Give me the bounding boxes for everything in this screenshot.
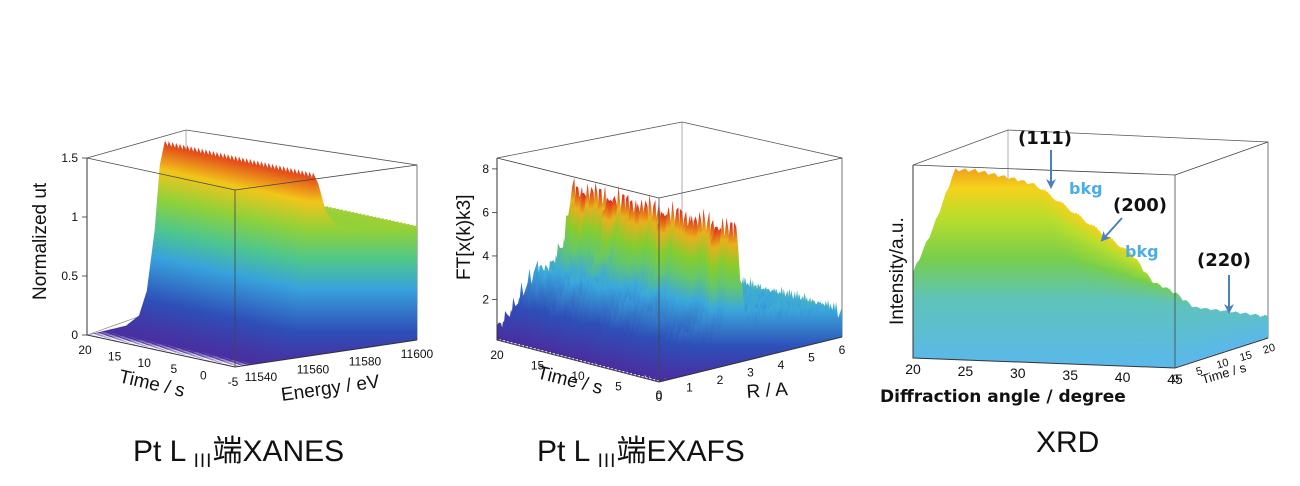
xanes-ylabel: Energy / eV	[280, 371, 382, 406]
exafs-z-tick: 8	[482, 162, 489, 176]
xanes-z-tick: 0.5	[61, 269, 78, 283]
annotation-220: (220)	[1197, 250, 1251, 271]
annotation-111: (111)	[1018, 128, 1072, 149]
exafs-z-tick: 4	[482, 249, 489, 263]
xanes-energy-tick: 11560	[297, 362, 330, 376]
xrd-zlabel: Intensity/a.u.	[887, 217, 908, 325]
exafs-r-tick: 4	[778, 358, 785, 372]
xrd-time-tick: 10	[1215, 357, 1230, 372]
xrd-box-front	[912, 165, 1269, 369]
exafs-r-tick: 6	[839, 343, 846, 357]
exafs-title: Pt L III端EXAFS	[537, 426, 745, 473]
exafs-time-tick: 15	[531, 359, 545, 373]
exafs-title-sub: III	[597, 451, 617, 472]
xanes-time-tick: 20	[78, 343, 92, 357]
xrd-time-tick: 5	[1195, 365, 1204, 378]
xrd-surface-slice	[913, 168, 1175, 368]
xanes-ticks: 0 0.5 1 1.5 20 15 10 5 0 -5 11540 11560 11580 11600	[61, 151, 433, 389]
annotation-bkg-2: bkg	[1125, 242, 1159, 261]
xanes-title-main: Pt L	[133, 435, 186, 468]
xrd-time-tick: 15	[1238, 349, 1253, 364]
exafs-time-tick: 10	[571, 369, 585, 383]
xanes-surface-slice	[235, 172, 417, 367]
exafs-z-tick: 2	[482, 292, 489, 306]
xanes-z-tick: 1	[71, 210, 78, 224]
exafs-time-tick: 0	[656, 390, 663, 404]
exafs-r-tick: 1	[686, 381, 693, 395]
xrd-box-back	[912, 129, 1269, 338]
xrd-title: XRD	[1036, 426, 1099, 460]
exafs-time-tick: 5	[615, 380, 622, 394]
xanes-energy-tick: 11580	[349, 355, 382, 369]
xrd-time-tick: 20	[1262, 342, 1277, 357]
xrd-title-main: XRD	[1036, 426, 1100, 459]
exafs-time-tick: 20	[490, 348, 504, 362]
xrd-xlabel: Diffraction angle / degree	[880, 387, 1126, 407]
xanes-z-tick: 0	[71, 328, 78, 342]
exafs-box-edge	[658, 157, 843, 199]
annotation-200: (200)	[1113, 195, 1167, 216]
xanes-time-tick: 0	[200, 369, 207, 383]
xrd-time-tick: 0	[1172, 373, 1181, 386]
xanes-time-tick: -5	[228, 375, 239, 389]
exafs-z-tick: 6	[482, 205, 489, 219]
exafs-box-front	[496, 158, 843, 383]
xanes-box-edge	[86, 157, 236, 191]
xrd-angle-tick: 35	[1062, 367, 1078, 383]
annotation-bkg-1: bkg	[1069, 179, 1103, 198]
xanes-time-tick: 10	[138, 356, 152, 370]
exafs-ylabel: R / A	[746, 379, 789, 403]
xrd-angle-tick: 40	[1115, 369, 1131, 385]
xanes-box-front	[86, 158, 418, 368]
exafs-r-tick: 5	[808, 351, 815, 365]
xrd-panel: 20 25 30 35 40 450 5 10 15 20 Intensity/a.u. Diff…	[880, 128, 1277, 407]
exafs-r-tick: 3	[747, 366, 754, 380]
exafs-title-main: Pt L	[537, 435, 590, 468]
xrd-surface	[913, 168, 1268, 368]
exafs-surface-slice	[659, 221, 842, 382]
xanes-energy-tick: 11600	[401, 347, 434, 361]
xanes-energy-tick: 11540	[245, 370, 278, 384]
xanes-z-tick: 1.5	[61, 151, 78, 165]
xrd-ticks: 20 25 30 35 40 450 5 10 15 20	[905, 342, 1277, 387]
xanes-box-edge	[234, 164, 418, 191]
exafs-r-tick: 0	[656, 388, 663, 402]
xrd-angle-tick: 30	[1010, 365, 1026, 381]
xanes-title-suffix: 端XANES	[212, 435, 345, 468]
xrd-angle-tick: 20	[905, 361, 921, 377]
exafs-box-edge	[496, 157, 660, 199]
xrd-box-edge	[912, 164, 1176, 176]
arrow-200	[1100, 217, 1123, 242]
exafs-box-back	[496, 121, 843, 337]
exafs-zlabel: FT[x(k)k3]	[454, 195, 475, 281]
xrd-box-edge	[1174, 141, 1269, 176]
xanes-title-sub: III	[193, 451, 213, 472]
exafs-surface	[497, 177, 842, 382]
xanes-surface	[87, 140, 417, 367]
exafs-title-suffix: 端EXAFS	[616, 435, 745, 468]
exafs-xlabel: Time / s	[535, 362, 605, 399]
xrd-angle-tick: 45	[1167, 371, 1183, 387]
xrd-angle-tick: 25	[958, 363, 974, 379]
xanes-time-tick: 5	[170, 362, 177, 376]
xanes-time-tick: 15	[108, 349, 122, 363]
xanes-panel: 0 0.5 1 1.5 20 15 10 5 0 -5 11540 11560 11580 11600 N…	[30, 129, 434, 406]
xanes-zlabel: Normalized ut	[30, 182, 51, 300]
xanes-title: Pt L III端XANES	[133, 426, 344, 473]
exafs-r-tick: 2	[717, 373, 724, 387]
